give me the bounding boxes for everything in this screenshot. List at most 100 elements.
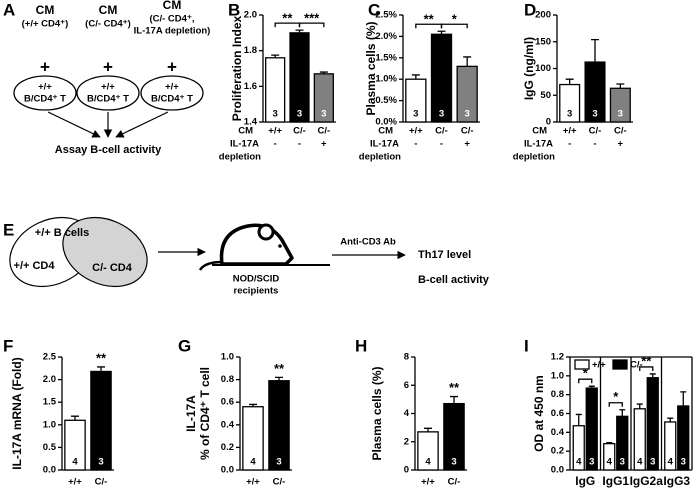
row-label: IL-17A — [230, 139, 259, 150]
y-axis-label: IL-17A mRNA (Fold) — [10, 357, 24, 469]
x-tick-label: C/- — [95, 477, 108, 488]
x-tick-label: - — [568, 139, 571, 150]
error-bar — [437, 30, 446, 35]
x-tick-label: + — [618, 139, 624, 150]
x-tick-label: +/+ — [68, 477, 82, 488]
significance-label: ** — [449, 380, 460, 395]
mouse-text: recipients — [234, 286, 279, 297]
panel-label: E — [3, 220, 14, 239]
readout: Th17 level — [418, 249, 471, 261]
y-tick-label: 2.5% — [375, 10, 397, 21]
error-bar — [450, 395, 458, 404]
panel-label: D — [524, 0, 536, 19]
n-label: 3 — [589, 457, 594, 468]
error-bar — [463, 56, 472, 67]
treatment: Anti-CD3 Ab — [340, 237, 396, 248]
venn-top: +/+ B cells — [35, 227, 89, 239]
y-tick-label: 6 — [404, 380, 409, 391]
n-label: 3 — [650, 457, 655, 468]
bar — [90, 370, 112, 471]
y-tick-label: 1.5% — [375, 52, 397, 63]
n-label: 3 — [297, 109, 302, 120]
y-tick-label: 0.8 — [221, 374, 234, 385]
error-bar — [271, 54, 280, 58]
significance-label: ** — [274, 361, 285, 376]
row-label: depletion — [359, 152, 401, 163]
plus: + — [103, 57, 113, 76]
y-tick-label: 0.0 — [43, 465, 56, 476]
y-tick-label: 1.0 — [221, 352, 234, 363]
y-tick-label: 2.0% — [375, 31, 397, 42]
significance-label: ** — [282, 11, 293, 26]
cm-detail: (C/- CD4⁺) — [85, 19, 131, 30]
venn-right-text: C/- CD4 — [92, 262, 133, 274]
error-bar — [97, 366, 105, 372]
diagram-e: E +/+ B cells +/+ CD4 C/- CD4 NOD/SCID r… — [3, 216, 490, 297]
venn-left-text: +/+ CD4 — [14, 260, 56, 272]
y-tick-label: 1.5 — [43, 397, 57, 408]
y-axis-label: Plasma cells (%) — [370, 366, 384, 460]
x-tick-label: +/+ — [246, 477, 260, 488]
n-label: 4 — [668, 457, 674, 468]
n-label: 4 — [250, 457, 256, 468]
significance-bracket — [298, 22, 325, 28]
cell-text: +/+ — [38, 82, 52, 93]
error-bar — [575, 413, 582, 426]
panel-label: A — [3, 0, 15, 19]
arrow — [47, 111, 101, 138]
error-bar — [591, 38, 599, 63]
error-bar — [616, 83, 625, 89]
y-tick-label: 0.0 — [551, 465, 564, 476]
significance-bracket — [639, 366, 654, 371]
n-label: 3 — [321, 109, 326, 120]
mouse-ear — [257, 223, 275, 241]
x-tick-label: IgG — [575, 474, 595, 488]
y-axis-label: Plasma cells (%) — [364, 21, 378, 115]
y-tick-label: 2 — [404, 436, 409, 447]
y-tick-label: 1.0 — [43, 419, 56, 430]
n-label: 3 — [451, 457, 456, 468]
venn-right — [62, 216, 148, 288]
y-tick-label: 0.6 — [551, 408, 564, 419]
y-tick-label: 0.6 — [221, 397, 234, 408]
n-label: 4 — [576, 457, 582, 468]
n-label: 4 — [72, 457, 78, 468]
x-tick-label: C/- — [317, 126, 330, 137]
cm-title: CM — [163, 0, 182, 12]
y-tick-label: 2.0 — [244, 10, 257, 21]
y-axis-label: IgG (ng/ml) — [522, 37, 536, 100]
cell-text: B/CD4⁺ T — [151, 94, 193, 105]
cell-ellipse — [140, 75, 204, 111]
cell-ellipse — [13, 75, 77, 111]
cm-detail: (+/+ CD4⁺) — [22, 19, 69, 30]
significance-label: * — [452, 12, 458, 27]
row-label: IL-17A — [524, 139, 553, 150]
x-tick-label: +/+ — [268, 126, 282, 137]
row-label: CM — [238, 126, 253, 137]
error-bar — [636, 403, 643, 409]
panel-label: G — [178, 336, 191, 355]
row-label: depletion — [513, 152, 555, 163]
readout: B-cell activity — [418, 274, 490, 286]
panel-label: C — [368, 0, 380, 19]
error-bar — [606, 442, 613, 444]
cm-title: CM — [99, 3, 118, 17]
x-tick-label: - — [298, 139, 301, 150]
y-tick-label: 1.0 — [551, 370, 564, 381]
x-tick-label: C/- — [461, 126, 474, 137]
row-label: IL-17A — [370, 139, 399, 150]
error-bar — [275, 376, 283, 381]
error-bar — [588, 385, 595, 389]
n-label: 4 — [637, 457, 643, 468]
row-label: depletion — [219, 152, 261, 163]
error-bar — [411, 74, 420, 80]
x-tick-label: IgG2a — [630, 474, 664, 488]
y-tick-label: 2.5 — [43, 352, 57, 363]
cell-text: +/+ — [101, 82, 115, 93]
y-tick-label: 150 — [535, 36, 551, 47]
error-bar — [295, 29, 304, 33]
mouse-body — [219, 223, 294, 266]
y-tick-label: 0.4 — [551, 427, 565, 438]
mouse-eye — [278, 244, 282, 248]
y-tick-label: 0.4 — [221, 419, 235, 430]
